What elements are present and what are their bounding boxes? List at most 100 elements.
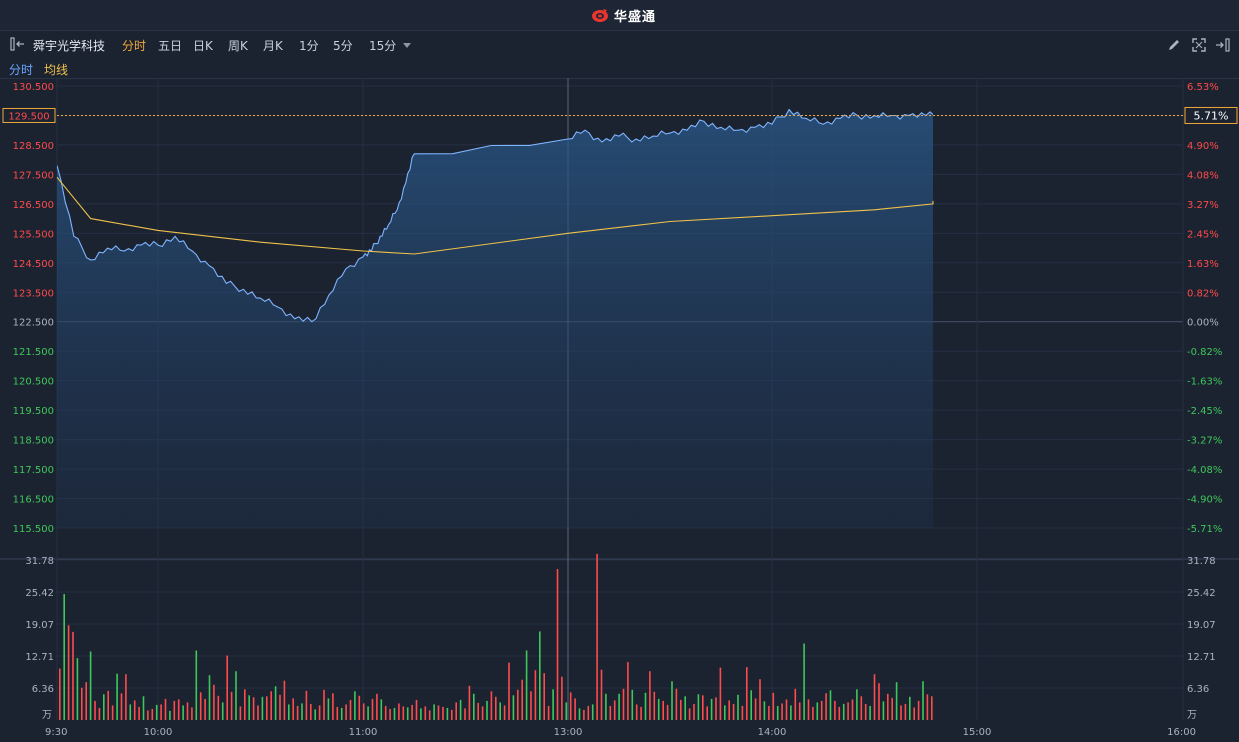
- volume-bar: [816, 702, 819, 720]
- volume-bar: [116, 673, 118, 720]
- volume-bar: [402, 706, 405, 720]
- volume-bar: [186, 702, 189, 720]
- volume-bar: [768, 705, 770, 720]
- volume-bar: [358, 695, 361, 720]
- volume-bar: [644, 692, 647, 720]
- fullscreen-icon[interactable]: [1192, 38, 1206, 52]
- volume-bar: [693, 703, 695, 720]
- price-tick-label: 119.500: [13, 406, 54, 417]
- volume-bar: [125, 674, 127, 720]
- intraday-chart[interactable]: 130.500 129.500 128.500 127.500 126.500 125.5…: [0, 78, 1239, 742]
- volume-bar: [213, 684, 215, 720]
- volume-bar: [675, 688, 678, 720]
- legend-bar: 分时 均线: [0, 58, 1239, 79]
- time-tick-label: 15:00: [963, 727, 992, 738]
- volume-bar: [296, 705, 299, 720]
- volume-bar: [305, 690, 308, 720]
- tab-15min[interactable]: 15分: [369, 39, 397, 53]
- volume-bar: [622, 688, 625, 720]
- stock-name[interactable]: 舜宇光学科技: [33, 39, 106, 53]
- price-line[interactable]: [57, 108, 1132, 323]
- tab-week-k[interactable]: 周K: [228, 39, 248, 53]
- price-area: [57, 109, 933, 528]
- collapse-left-icon[interactable]: [10, 37, 26, 51]
- volume-bar: [244, 689, 246, 720]
- pct-tick-label: 4.90%: [1187, 141, 1219, 152]
- volume-bar: [640, 706, 642, 720]
- volume-bar: [490, 691, 493, 720]
- volume-bar: [838, 706, 841, 720]
- tab-day-k[interactable]: 日K: [193, 39, 213, 53]
- volume-bar: [913, 707, 915, 720]
- volume-bar: [133, 700, 136, 720]
- volume-bar: [662, 700, 664, 720]
- legend-avg-line[interactable]: 均线: [44, 63, 69, 77]
- volume-bar: [384, 705, 387, 720]
- volume-bar: [67, 625, 70, 720]
- price-tick-label: 120.500: [13, 377, 54, 388]
- volume-bar: [160, 704, 162, 720]
- volume-bar: [495, 696, 497, 720]
- volume-tick-label: 19.07: [25, 620, 54, 631]
- volume-bar: [464, 708, 466, 720]
- volume-bar: [177, 699, 180, 720]
- tab-5min[interactable]: 5分: [333, 39, 353, 53]
- tab-month-k[interactable]: 月K: [263, 39, 283, 53]
- volume-bar: [486, 700, 488, 720]
- volume-bar: [191, 707, 193, 720]
- cursor-pct-label: 5.71%: [1194, 109, 1229, 122]
- volume-bar: [856, 689, 858, 720]
- volume-bar: [900, 705, 902, 720]
- chevron-down-icon[interactable]: [403, 41, 411, 49]
- volume-tick-label-right: 19.07: [1187, 620, 1216, 631]
- price-tick-label: 116.500: [13, 495, 54, 506]
- volume-bar: [477, 702, 479, 720]
- volume-bar: [195, 650, 198, 720]
- volume-bar: [873, 674, 876, 720]
- tab-fenshi[interactable]: 分时: [122, 39, 147, 53]
- price-tick-label: 125.500: [13, 229, 54, 240]
- avg-line[interactable]: [56, 176, 934, 255]
- volume-bar: [142, 696, 145, 720]
- volume-bar: [398, 703, 400, 720]
- price-tick-label: 128.500: [13, 141, 54, 152]
- volume-bar: [574, 698, 576, 720]
- volume-bar: [587, 705, 590, 720]
- pct-tick-label: -5.71%: [1187, 524, 1222, 535]
- tab-five-day[interactable]: 五日: [158, 39, 183, 53]
- pencil-icon[interactable]: [1167, 38, 1181, 52]
- volume-bar: [270, 691, 272, 720]
- volume-bar: [362, 703, 365, 720]
- volume-bar: [807, 699, 810, 720]
- volume-bar: [345, 704, 347, 720]
- volume-bar: [600, 669, 603, 720]
- collapse-right-icon[interactable]: [1214, 38, 1230, 52]
- volume-bar: [609, 705, 612, 720]
- volume-bar: [759, 679, 761, 720]
- time-tick-label: 13:00: [554, 727, 583, 738]
- volume-bar: [887, 693, 889, 720]
- volume-bar: [428, 710, 431, 720]
- volume-bar: [763, 701, 766, 720]
- volume-bar: [147, 710, 149, 720]
- volume-bar: [107, 690, 109, 720]
- cursor-pct-box: [1184, 106, 1238, 124]
- legend-price-line[interactable]: 分时: [9, 63, 34, 77]
- volume-bar: [415, 699, 418, 720]
- volume-bar: [455, 702, 457, 720]
- tab-1min[interactable]: 1分: [299, 39, 319, 53]
- volume-bar: [931, 696, 933, 720]
- pct-tick-label: -3.27%: [1187, 436, 1222, 447]
- volume-bar: [266, 696, 268, 720]
- volume-bar: [680, 699, 682, 720]
- volume-bar: [517, 689, 519, 720]
- volume-bar: [719, 667, 722, 720]
- volume-bar: [208, 675, 211, 720]
- volume-bar: [922, 681, 924, 720]
- volume-bar: [442, 706, 444, 720]
- volume-bar: [76, 658, 79, 720]
- brand: 华盛通: [590, 6, 656, 25]
- pct-tick-label: 6.53%: [1187, 82, 1219, 93]
- volume-bar: [111, 705, 114, 720]
- volume-bar: [349, 699, 352, 720]
